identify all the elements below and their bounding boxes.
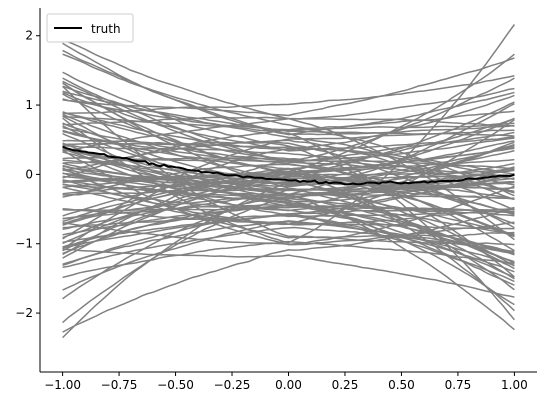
sample-line bbox=[62, 144, 515, 185]
sample-line bbox=[62, 226, 515, 269]
sample-line bbox=[62, 210, 515, 229]
legend-truth-label: truth bbox=[91, 22, 121, 36]
sample-line bbox=[62, 49, 515, 136]
truth-line-group bbox=[62, 145, 515, 186]
sample-line bbox=[62, 130, 515, 216]
sample-line bbox=[62, 115, 515, 321]
sample-line bbox=[62, 204, 515, 278]
sample-lines-group bbox=[62, 24, 516, 339]
sample-line bbox=[62, 158, 515, 256]
x-tick-label: 0.75 bbox=[445, 378, 472, 392]
sample-line bbox=[62, 141, 515, 229]
sample-line bbox=[62, 220, 515, 267]
sample-line bbox=[62, 174, 515, 195]
y-tick-label: 1 bbox=[25, 98, 33, 112]
sample-line bbox=[62, 141, 515, 212]
sample-line bbox=[62, 71, 515, 278]
sample-line bbox=[62, 85, 515, 201]
sample-line bbox=[62, 140, 515, 184]
y-tick-label: 2 bbox=[25, 29, 33, 43]
sample-line bbox=[62, 208, 515, 266]
truth-line bbox=[62, 145, 515, 186]
sample-line bbox=[62, 85, 515, 246]
sample-line bbox=[62, 185, 515, 246]
x-tick-label: 0.00 bbox=[275, 378, 302, 392]
sample-line bbox=[62, 132, 515, 213]
sample-line bbox=[62, 240, 515, 279]
legend: truth bbox=[46, 13, 134, 43]
sample-line bbox=[62, 220, 515, 291]
sample-line bbox=[62, 53, 515, 197]
sample-line bbox=[62, 129, 515, 240]
sample-line bbox=[62, 143, 515, 199]
sample-line bbox=[62, 179, 515, 226]
sample-line bbox=[62, 77, 515, 163]
legend-box bbox=[46, 13, 134, 43]
sample-line bbox=[62, 92, 515, 152]
x-tick-label: −0.25 bbox=[214, 378, 251, 392]
sample-line bbox=[62, 82, 515, 270]
sample-line bbox=[62, 57, 515, 117]
axes: −1.00 −0.75 −0.50 −0.25 0.00 0.25 0.50 0.75 1.00… bbox=[15, 8, 537, 392]
x-tick-label: 0.50 bbox=[388, 378, 415, 392]
sample-line bbox=[62, 147, 515, 216]
sample-line bbox=[62, 248, 515, 298]
x-tick-label: −1.00 bbox=[44, 378, 81, 392]
sample-line bbox=[62, 162, 515, 196]
sample-line bbox=[62, 111, 515, 180]
sample-line bbox=[62, 94, 515, 151]
y-tick-label: 0 bbox=[25, 167, 33, 181]
sample-line bbox=[62, 75, 515, 115]
sample-line bbox=[62, 169, 515, 300]
x-tick-label: 1.00 bbox=[501, 378, 528, 392]
sample-line bbox=[62, 115, 515, 286]
x-tick-label: −0.75 bbox=[101, 378, 138, 392]
sample-line bbox=[62, 207, 515, 333]
sample-line bbox=[62, 53, 515, 225]
y-tick-label: −1 bbox=[15, 237, 33, 251]
y-tick-label: −2 bbox=[15, 306, 33, 320]
x-tick-label: −0.50 bbox=[157, 378, 194, 392]
x-tick-label: 0.25 bbox=[332, 378, 359, 392]
